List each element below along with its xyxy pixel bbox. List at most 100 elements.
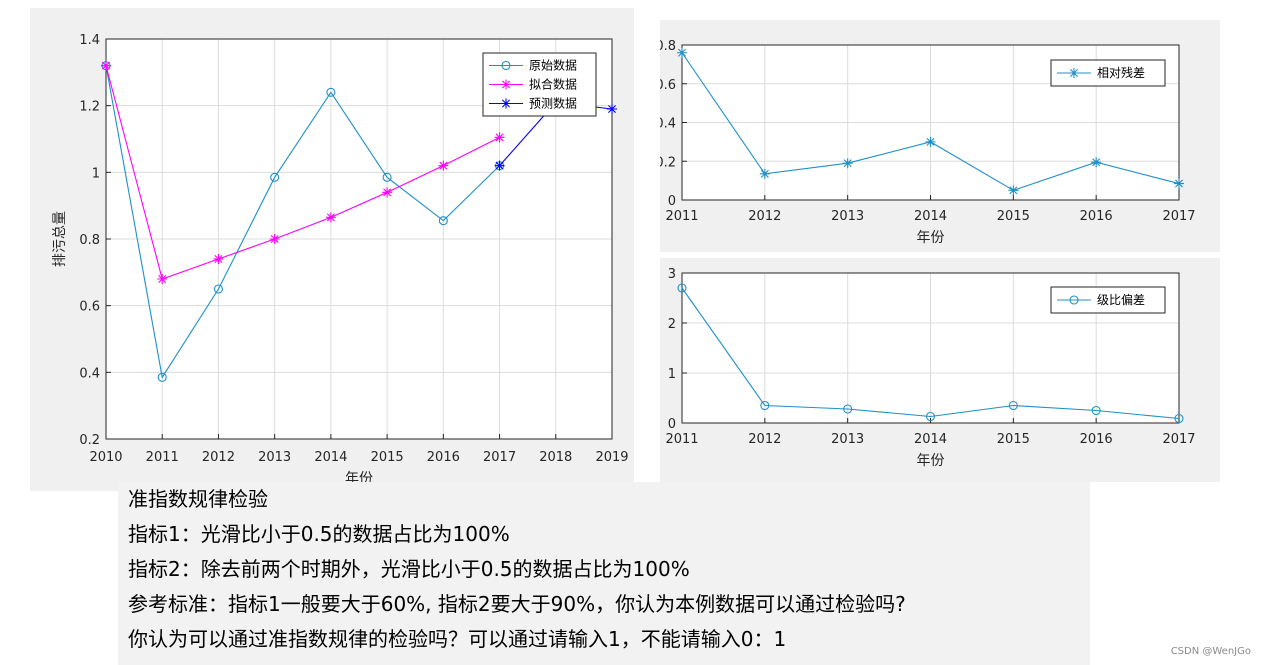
series-相对残差: [677, 47, 1184, 196]
axes-box: [681, 44, 1180, 201]
data-point: [157, 274, 168, 284]
legend-label: 拟合数据: [529, 77, 577, 92]
x-tick-label: 2012: [202, 450, 235, 465]
y-tick-label: 1.4: [79, 33, 100, 48]
x-tick-label: 2013: [831, 209, 864, 224]
y-tick-label: 0.6: [660, 78, 676, 93]
x-tick-label: 2014: [914, 432, 947, 447]
data-point: [607, 104, 617, 114]
legend-label: 相对残差: [1097, 66, 1145, 80]
data-point: [925, 136, 936, 147]
console-line: 参考标准：指标1一般要大于60%, 指标2要大于90%，你认为本例数据可以通过检…: [128, 592, 906, 616]
legend-label: 级比偏差: [1097, 292, 1145, 307]
data-point: [438, 216, 448, 226]
axes-box: [681, 272, 1180, 424]
data-point: [213, 254, 224, 264]
ratio-deviation-figure: 2011 2012 2013 2014 2015 2016 2017 0 1 2 3 年份 级比偏差: [660, 258, 1220, 482]
y-tick-label: 1: [92, 166, 100, 181]
data-point: [842, 158, 853, 169]
data-point: [1008, 185, 1019, 196]
console-output: 准指数规律检验 指标1：光滑比小于0.5的数据占比为100% 指标2：除去前两个…: [118, 482, 1090, 665]
y-tick-label: 0: [668, 417, 676, 432]
x-tick-label: 2012: [748, 432, 781, 447]
main-figure: 2010 2011 2012 2013 2014 2015 2016 2017 2018 2019…: [30, 8, 634, 491]
x-tick-label: 2011: [665, 432, 698, 447]
data-point: [1174, 413, 1184, 424]
data-point: [677, 47, 687, 58]
y-tick-label: 0: [668, 194, 676, 209]
x-tick-label: 2015: [997, 209, 1030, 224]
data-point: [494, 160, 505, 171]
data-point: [270, 172, 280, 182]
data-point: [1091, 405, 1101, 416]
series-line: [105, 65, 500, 280]
y-axis-label: 排污总量: [52, 211, 68, 267]
x-tick-label: 2015: [997, 432, 1030, 447]
console-line: 指标1：光滑比小于0.5的数据占比为100%: [128, 522, 510, 546]
data-point: [382, 172, 392, 182]
x-tick-label: 2015: [371, 450, 404, 465]
y-tick-label: 1: [668, 367, 676, 382]
x-tick-label: 2012: [748, 209, 781, 224]
data-point: [677, 283, 687, 293]
data-point: [382, 187, 393, 198]
x-tick-label: 2014: [314, 450, 347, 465]
x-tick-label: 2016: [1080, 432, 1113, 447]
legend: 相对残差: [1050, 59, 1166, 87]
x-tick-label: 2013: [258, 450, 291, 465]
x-tick-label: 2010: [89, 450, 122, 465]
series-line: [105, 65, 500, 379]
legend-label: 原始数据: [529, 58, 577, 73]
x-tick-label: 2011: [665, 209, 698, 224]
series-line: [681, 287, 1180, 420]
y-tick-label: 3: [668, 267, 676, 282]
data-point: [101, 60, 111, 71]
console-input-line[interactable]: 你认为可以通过准指数规律的检验吗？可以通过请输入1，不能请输入0：1: [128, 627, 787, 651]
data-point: [843, 404, 853, 414]
console-line: 准指数规律检验: [128, 487, 268, 511]
data-point: [213, 284, 223, 294]
legend-label: 预测数据: [529, 96, 577, 111]
data-point: [1091, 157, 1102, 168]
ratio-deviation-chart: 2011 2012 2013 2014 2015 2016 2017 0 1 2 3 年份 级比偏差: [665, 267, 1195, 469]
x-tick-label: 2019: [595, 450, 628, 465]
x-axis-label: 年份: [917, 453, 945, 469]
axes-box: [105, 38, 613, 440]
x-tick-label: 2013: [831, 432, 864, 447]
x-tick-label: 2016: [427, 450, 460, 465]
relative-residual-chart: 2011 2012 2013 2014 2015 2016 2017 0 0.2 0.4 0.6 0.…: [655, 39, 1195, 246]
data-point: [760, 400, 770, 411]
data-point: [759, 168, 770, 179]
watermark: CSDN @WenJGo: [1170, 646, 1251, 657]
y-tick-label: 0.8: [79, 233, 100, 248]
data-point: [269, 234, 280, 244]
data-point: [925, 411, 936, 422]
data-point: [326, 87, 336, 97]
main-chart: 2010 2011 2012 2013 2014 2015 2016 2017 2018 2019…: [52, 33, 629, 487]
data-point: [157, 372, 167, 382]
data-point: [325, 212, 336, 223]
legend-marker: [501, 79, 511, 90]
y-tick-label: 0.6: [79, 300, 100, 315]
y-tick-label: 0.2: [660, 155, 676, 170]
data-point: [438, 160, 449, 171]
x-tick-label: 2016: [1080, 209, 1113, 224]
y-tick-label: 2: [668, 317, 676, 332]
legend-marker: [1069, 295, 1079, 305]
legend-marker: [501, 98, 511, 109]
x-tick-label: 2017: [483, 450, 516, 465]
y-tick-label: 1.2: [79, 100, 100, 115]
legend-marker: [501, 60, 511, 71]
x-tick-label: 2017: [1162, 432, 1195, 447]
y-tick-label: 0.4: [660, 117, 676, 132]
data-point: [494, 132, 505, 143]
y-tick-label: 0.8: [660, 39, 676, 54]
legend-marker: [1069, 68, 1079, 78]
x-tick-label: 2014: [914, 209, 947, 224]
series-级比偏差: [677, 283, 1184, 424]
data-point: [1174, 178, 1184, 189]
data-point: [1008, 400, 1018, 411]
y-tick-label: 0.2: [79, 433, 100, 448]
x-tick-label: 2018: [539, 450, 572, 465]
